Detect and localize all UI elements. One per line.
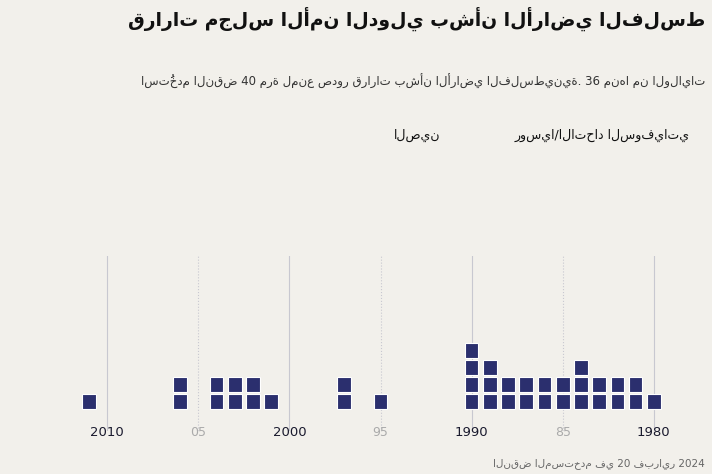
Bar [647,394,661,409]
Bar [83,394,96,409]
Bar [574,394,588,409]
Bar [483,377,497,392]
Bar [264,394,278,409]
Text: 95: 95 [372,426,389,439]
Bar [556,394,570,409]
Bar [574,360,588,375]
Bar [337,394,351,409]
Bar [374,394,387,409]
Text: 85: 85 [555,426,571,439]
Text: 1990: 1990 [455,426,488,439]
Text: روسيا/الاتحاد السوفياتي: روسيا/الاتحاد السوفياتي [514,128,689,142]
Bar [610,377,624,392]
Bar [610,394,624,409]
Text: 2010: 2010 [90,426,124,439]
Bar [538,377,551,392]
Bar [465,394,478,409]
Bar [228,394,241,409]
Bar [483,360,497,375]
Text: النقض المستخدم في 20 فبراير 2024: النقض المستخدم في 20 فبراير 2024 [493,458,705,469]
Bar [556,377,570,392]
Text: استُخدم النقض 40 مرة لمنع صدور قرارات بشأن الأراضي الفلسطينية. 36 منها من الولاي: استُخدم النقض 40 مرة لمنع صدور قرارات بش… [140,73,705,89]
Bar [520,377,533,392]
Bar [520,394,533,409]
Bar [629,377,642,392]
Bar [210,394,224,409]
Bar [465,360,478,375]
Bar [538,394,551,409]
Bar [629,394,642,409]
Bar [173,377,187,392]
Bar [465,343,478,358]
Text: 2000: 2000 [273,426,306,439]
Bar [574,377,588,392]
Bar [465,377,478,392]
Bar [337,377,351,392]
Bar [592,394,606,409]
Text: 1980: 1980 [637,426,671,439]
Bar [246,394,260,409]
Bar [173,394,187,409]
Text: قرارات مجلس الأمن الدولي بشأن الأراضي الفلسط: قرارات مجلس الأمن الدولي بشأن الأراضي ال… [127,7,705,31]
Bar [592,377,606,392]
Bar [501,394,515,409]
Bar [501,377,515,392]
Bar [483,394,497,409]
Bar [246,377,260,392]
Bar [228,377,241,392]
Text: الصين: الصين [394,128,440,142]
Bar [210,377,224,392]
Text: 05: 05 [190,426,206,439]
